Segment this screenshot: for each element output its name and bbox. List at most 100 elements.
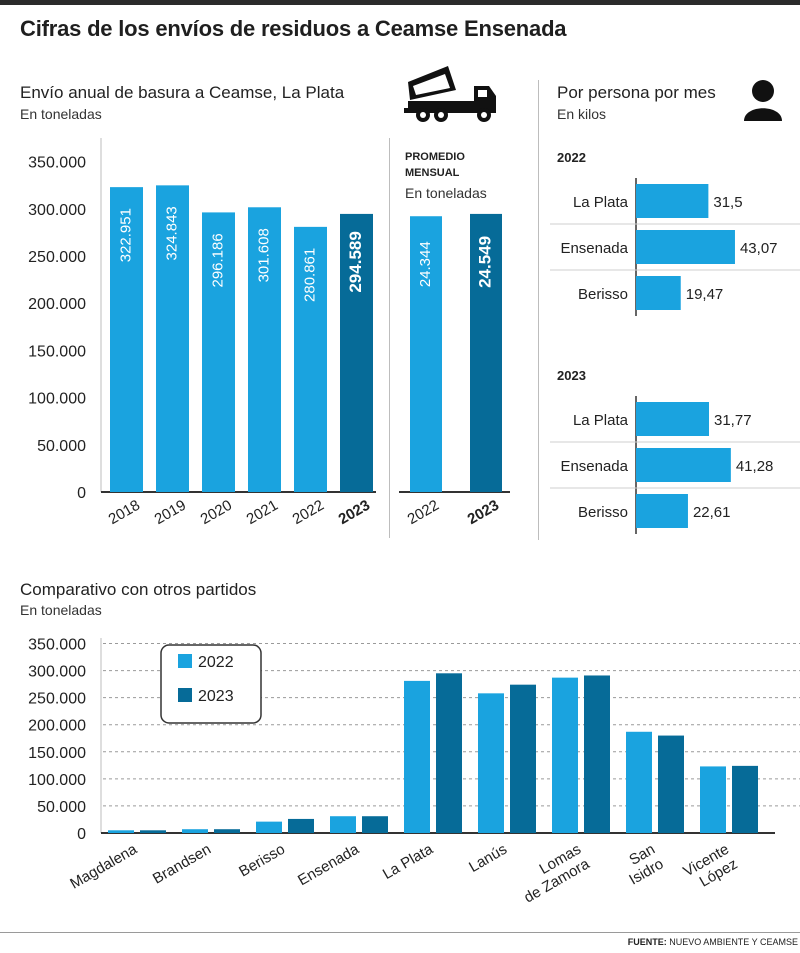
annual-bar-chart: 0 50.000 100.000 150.000 200.000 250.000 300.0… — [28, 138, 376, 528]
category-label: Berisso — [578, 286, 628, 303]
x-tick-label: Berisso — [236, 841, 288, 881]
x-tick-label-line: Magdalena — [67, 840, 140, 892]
bar-2023 — [340, 213, 373, 492]
person-icon — [744, 80, 782, 121]
y-tick-label: 200.000 — [28, 296, 86, 313]
y-tick-label: 250.000 — [28, 691, 86, 708]
bar-value-label: 296.186 — [209, 233, 226, 287]
bar-value-label: 31,77 — [714, 412, 752, 429]
category-label: La Plata — [573, 194, 629, 211]
comparative-chart-subtitle: En toneladas — [20, 602, 102, 618]
x-tick-label-line: La Plata — [380, 840, 437, 883]
bar-value-label: 43,07 — [740, 240, 778, 257]
bar-value-label: 41,28 — [736, 458, 774, 475]
x-tick-label: 2018 — [106, 497, 143, 528]
comparative-chart-title: Comparativo con otros partidos — [20, 580, 257, 599]
x-tick-label: Brandsen — [150, 841, 214, 888]
x-tick-label: 2021 — [244, 497, 281, 528]
bar-2018 — [110, 187, 143, 492]
category-label: La Plata — [573, 412, 629, 429]
source-text: NUEVO AMBIENTE Y CEAMSE — [669, 937, 798, 947]
x-tick-label: 2022 — [405, 497, 442, 528]
monthly-bar-chart: 24.344 2022 24.549 2023 — [399, 213, 510, 528]
x-tick-label-line: Brandsen — [150, 841, 214, 888]
per-person-subtitle: En kilos — [557, 106, 607, 122]
bar-2023 — [584, 675, 610, 833]
x-tick-label: VicenteLópez — [680, 841, 740, 895]
top-rule — [0, 0, 800, 5]
per-person-2022-chart: La Plata 31,5 Ensenada 43,07 Berisso 19,47 — [550, 178, 800, 316]
bar-value-label: 301.608 — [255, 228, 272, 282]
page-title: Cifras de los envíos de residuos a Ceams… — [20, 16, 567, 41]
bar-2023 — [288, 818, 314, 833]
y-tick-label: 350.000 — [28, 637, 86, 654]
per-person-2023-chart: La Plata 31,77 Ensenada 41,28 Berisso 22,61 — [550, 396, 800, 534]
bar-value-label: 294.589 — [346, 231, 365, 292]
bar-value-label: 19,47 — [686, 286, 724, 303]
footer-rule — [0, 932, 800, 933]
bar-ensenada — [636, 230, 735, 264]
bar-value-label: 24.344 — [417, 241, 434, 287]
bar-2023 — [510, 684, 536, 833]
comparative-bar-chart: 0 50.000 100.000 150.000 200.000 250.000 300.0… — [28, 637, 800, 906]
x-tick-label-line: Ensenada — [295, 840, 363, 889]
source-label: FUENTE: — [627, 937, 667, 947]
bar-2022 — [700, 766, 726, 833]
monthly-title-line2: MENSUAL — [405, 167, 460, 179]
category-label: Ensenada — [560, 240, 628, 257]
bar-2022 — [108, 830, 134, 833]
bar-2021 — [248, 207, 281, 492]
dump-truck-icon — [404, 66, 496, 122]
bar-2022 — [404, 680, 430, 833]
bar-berisso — [636, 494, 688, 528]
bar-2022 — [410, 216, 442, 492]
bar-2023 — [470, 213, 502, 492]
bar-value-label: 31,5 — [713, 194, 742, 211]
y-tick-label: 50.000 — [37, 799, 86, 816]
bar-2022 — [330, 816, 356, 833]
bar-2023 — [362, 816, 388, 833]
y-tick-label: 300.000 — [28, 202, 86, 219]
y-tick-label: 250.000 — [28, 249, 86, 266]
x-tick-label-line: Berisso — [236, 841, 288, 881]
source-note: FUENTE: NUEVO AMBIENTE Y CEAMSE — [628, 937, 798, 947]
y-tick-label: 300.000 — [28, 664, 86, 681]
per-person-2023-title: 2023 — [557, 368, 586, 383]
bar-value-label: 22,61 — [693, 504, 731, 521]
x-tick-label: 2022 — [290, 497, 327, 528]
bar-2022 — [626, 731, 652, 833]
y-tick-label: 200.000 — [28, 718, 86, 735]
x-tick-label-line: Lanús — [466, 841, 510, 876]
category-label: Ensenada — [560, 458, 628, 475]
bar-2023 — [140, 830, 166, 833]
x-tick-label: Lanús — [466, 841, 510, 876]
bar-2019 — [156, 185, 189, 492]
y-tick-label: 150.000 — [28, 343, 86, 360]
y-tick-label: 100.000 — [28, 772, 86, 789]
x-tick-label: SanIsidro — [618, 841, 667, 889]
y-tick-label: 100.000 — [28, 391, 86, 408]
bar-value-label: 322.951 — [117, 208, 134, 262]
bar-value-label: 24.549 — [475, 236, 494, 288]
bar-2023 — [732, 765, 758, 833]
y-tick-label: 0 — [77, 826, 86, 843]
per-person-2022-title: 2022 — [557, 150, 586, 165]
bar-2022 — [182, 829, 208, 833]
x-tick-label: Magdalena — [67, 840, 140, 892]
bar-ensenada — [636, 448, 731, 482]
bar-2022 — [478, 693, 504, 833]
bar-la-plata — [636, 402, 710, 436]
x-tick-label: Lomasde Zamora — [513, 840, 593, 906]
bar-2022 — [294, 226, 327, 492]
y-tick-label: 0 — [77, 485, 86, 502]
bar-2023 — [214, 829, 240, 833]
left-right-divider — [538, 80, 539, 540]
bar-la-plata — [636, 184, 709, 218]
x-tick-label: 2023 — [465, 497, 502, 528]
y-tick-label: 350.000 — [28, 155, 86, 172]
monthly-subtitle: En toneladas — [405, 185, 487, 201]
category-label: Berisso — [578, 504, 628, 521]
y-tick-label: 50.000 — [37, 438, 86, 455]
bar-value-label: 324.843 — [163, 206, 180, 260]
x-tick-label: 2019 — [152, 497, 189, 528]
